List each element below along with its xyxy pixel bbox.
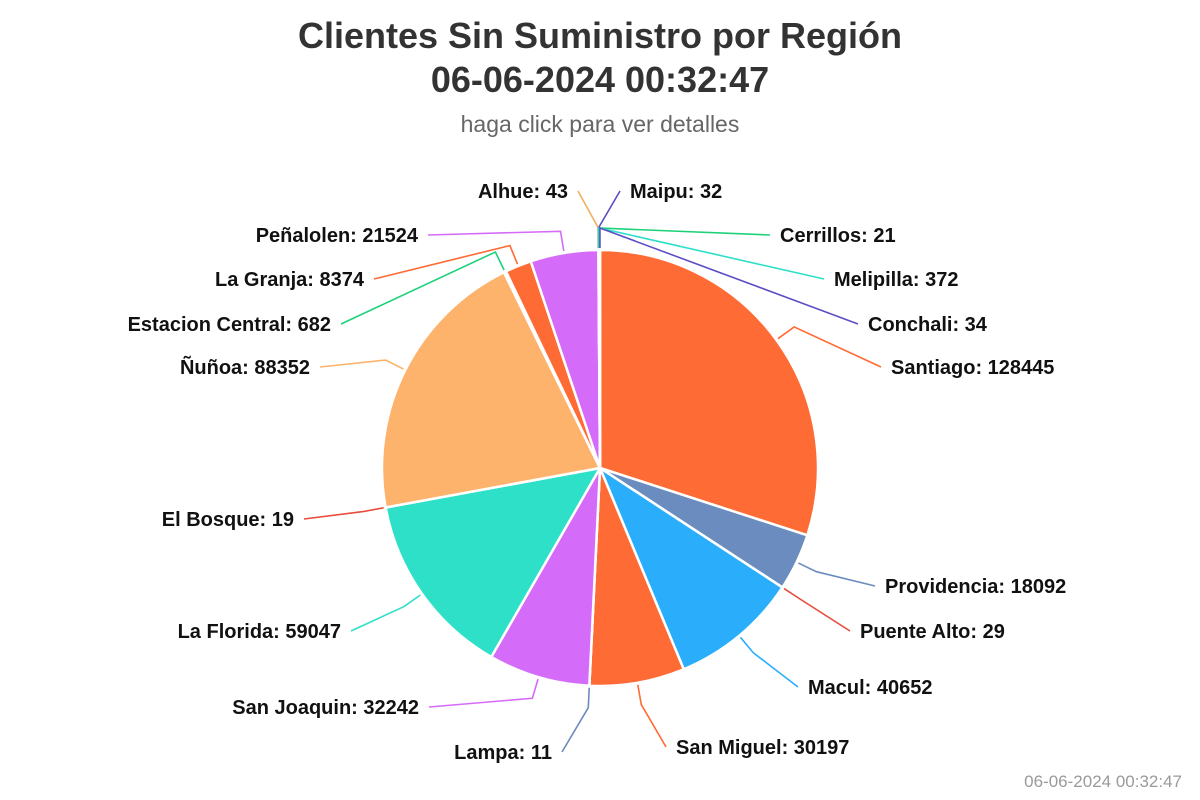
connector-providencia — [798, 562, 876, 587]
connector-la-granja — [373, 244, 519, 280]
chart-title-line1: Clientes Sin Suministro por Región — [297, 15, 903, 56]
data-label-la-granja[interactable]: La Granja: 8374 — [215, 269, 365, 291]
connector-maipu — [597, 190, 621, 249]
data-label-providencia[interactable]: Providencia: 18092 — [885, 576, 1066, 598]
chart-subtitle: haga click para ver detalles — [460, 111, 740, 137]
data-labels: Santiago: 128445 Providencia: 18092 Puente… — [128, 181, 1067, 764]
chart-title: Clientes Sin Suministro por Región 06-06… — [0, 14, 1200, 102]
data-label-santiago[interactable]: Santiago: 128445 — [891, 357, 1054, 379]
pie-slice-la-florida[interactable] — [384, 466, 602, 659]
data-label-melipilla[interactable]: Melipilla: 372 — [834, 269, 959, 291]
data-label-la-florida[interactable]: La Florida: 59047 — [178, 621, 341, 643]
connector-puente-alto — [783, 587, 851, 632]
connector-san-miguel — [637, 684, 667, 748]
connector-santiago — [777, 326, 882, 368]
connector-nunoa — [319, 359, 404, 370]
pie-slice-san-joaquin[interactable] — [490, 466, 602, 687]
data-label-nunoa[interactable]: Ñuñoa: 88352 — [180, 356, 310, 379]
connector-cerrillos — [597, 227, 771, 249]
pie-slice-macul[interactable] — [598, 466, 784, 671]
data-label-lampa[interactable]: Lampa: 11 — [454, 742, 552, 764]
chart-title-line2: 06-06-2024 00:32:47 — [430, 59, 770, 100]
data-label-macul[interactable]: Macul: 40652 — [808, 677, 933, 699]
connector-conchali — [599, 226, 859, 325]
label-connectors — [303, 190, 882, 753]
data-label-maipu[interactable]: Maipu: 32 — [630, 181, 722, 203]
footer-timestamp: 06-06-2024 00:32:47 — [1024, 772, 1182, 791]
pie-slices — [380, 248, 820, 688]
connector-el-bosque — [303, 507, 384, 520]
connector-la-florida — [350, 594, 421, 632]
connector-estacion-central — [340, 250, 505, 325]
connector-san-joaquin — [428, 678, 539, 708]
pie-slice-nunoa[interactable] — [380, 271, 602, 509]
data-label-san-joaquin[interactable]: San Joaquin: 32242 — [232, 697, 419, 719]
data-label-puente-alto[interactable]: Puente Alto: 29 — [860, 621, 1005, 643]
connector-penalolen — [427, 230, 565, 252]
connector-lampa — [561, 687, 591, 753]
data-label-penalolen[interactable]: Peñalolen: 21524 — [256, 225, 419, 247]
connector-alhue — [577, 190, 600, 249]
data-label-alhue[interactable]: Alhue: 43 — [478, 181, 568, 203]
data-label-conchali[interactable]: Conchali: 34 — [868, 314, 988, 336]
data-label-san-miguel[interactable]: San Miguel: 30197 — [676, 737, 849, 759]
connector-macul — [739, 636, 799, 688]
data-label-cerrillos[interactable]: Cerrillos: 21 — [780, 225, 896, 247]
data-label-estacion-central[interactable]: Estacion Central: 682 — [128, 314, 331, 336]
pie-slice-santiago[interactable] — [598, 248, 820, 537]
data-label-el-bosque[interactable]: El Bosque: 19 — [162, 509, 294, 531]
